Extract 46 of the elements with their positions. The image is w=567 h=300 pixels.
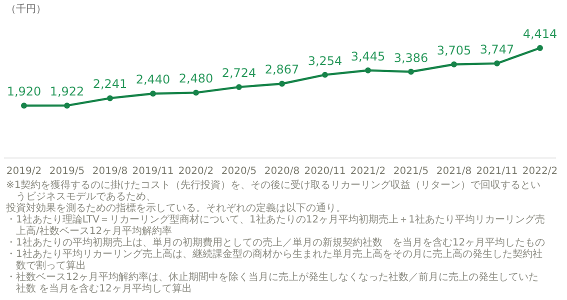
point bbox=[107, 95, 113, 102]
x-tick-label: 2021/11 bbox=[476, 166, 518, 177]
point bbox=[451, 61, 457, 68]
data-label: 1,922 bbox=[50, 84, 84, 99]
text: ・1社あたりの平均初期売上は、単月の初期費用としての売上／単月の新規契約社数 を当月を含む12ヶ月平均したもの bbox=[6, 236, 546, 248]
x-tick-label: 2020/8 bbox=[264, 166, 300, 177]
point bbox=[150, 90, 156, 97]
x-tick-label: 2022/2 bbox=[522, 166, 558, 177]
data-label: 3,254 bbox=[308, 54, 342, 68]
data-label: 2,440 bbox=[136, 72, 170, 87]
point bbox=[408, 68, 414, 75]
x-tick-label: 2021/2 bbox=[350, 166, 386, 177]
x-tick-label: 2020/5 bbox=[221, 166, 257, 177]
y-axis-title: （千円） bbox=[6, 3, 46, 15]
x-tick-label: 2020/2 bbox=[178, 166, 214, 177]
data-label: 3,386 bbox=[394, 50, 428, 65]
point bbox=[537, 45, 543, 51]
x-tick-label: 2021/8 bbox=[436, 166, 472, 177]
data-label: 3,445 bbox=[350, 49, 386, 64]
data-label: 2,480 bbox=[178, 72, 214, 86]
text: ・社数ベース12ヶ月平均解約率は、休止期間中を除く当月に売上が発生しなくなった社数／前月に売上の発生していた社数 を当月を含む12ヶ月平均して算出 bbox=[6, 271, 539, 294]
point bbox=[279, 80, 285, 87]
point bbox=[21, 102, 27, 109]
point bbox=[193, 90, 199, 96]
data-label: 4,414 bbox=[522, 27, 558, 41]
text: ・1社あたり平均リカーリング売上高は、継続課金型の商材から生まれた単月売上高をその月に売上高の発生した契約社数で割って算出 bbox=[6, 248, 542, 272]
data-label: 3,705 bbox=[436, 43, 472, 58]
x-tick-label: 2021/5 bbox=[393, 166, 429, 177]
text: 投資対効果を測るための指標を示している。それぞれの定義は以下の通り。 bbox=[5, 202, 346, 214]
data-label: 3,747 bbox=[480, 42, 514, 56]
x-tick-label: 2019/8 bbox=[92, 166, 128, 177]
x-tick-label: 2019/5 bbox=[49, 166, 85, 177]
point bbox=[236, 84, 242, 90]
text: ※1契約を獲得するのに掛けたコスト（先行投資）を、その後に受け取るリカーリング収益（リターン）で回収するというビジネスモデルであるため、 bbox=[6, 179, 541, 202]
x-tick-label: 2020/11 bbox=[304, 166, 346, 177]
point bbox=[322, 72, 328, 78]
text: ・1社あたり理論LTV＝リカーリング型商材について、1社あたりの12ヶ月平均初期売上＋1社あたり平均リカーリング売上高/社数ベース12ヶ月平均解約率 bbox=[6, 214, 545, 237]
x-tick-label: 2019/2 bbox=[6, 166, 42, 177]
data-label: 2,867 bbox=[264, 62, 300, 77]
point bbox=[494, 60, 500, 66]
point bbox=[365, 67, 371, 74]
data-label: 1,920 bbox=[6, 84, 42, 99]
point bbox=[64, 102, 70, 109]
x-tick-label: 2019/11 bbox=[132, 166, 174, 177]
data-label: 2,724 bbox=[222, 66, 256, 80]
data-label: 2,241 bbox=[92, 77, 128, 92]
